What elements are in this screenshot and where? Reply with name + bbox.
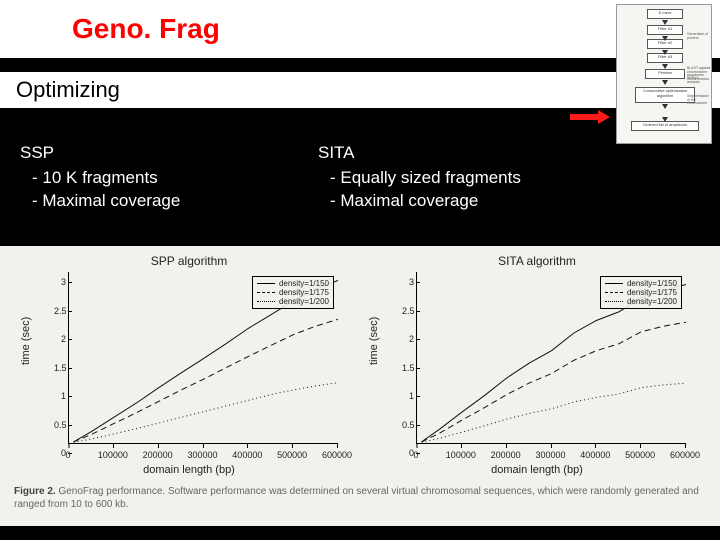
flow-side-label: REPriA analysis	[687, 77, 711, 84]
ssp-item-1: - Maximal coverage	[32, 190, 180, 213]
flow-side-label: Segmentation of the chromosome	[687, 95, 711, 106]
legend-label: density=1/150	[627, 279, 677, 288]
legend-row: density=1/175	[257, 288, 329, 297]
flow-arrow-icon	[662, 20, 668, 25]
ytick: 1.5	[402, 363, 414, 373]
sita-item-1: - Maximal coverage	[330, 190, 521, 213]
legend-row: density=1/200	[257, 297, 329, 306]
chart-sita-plot: density=1/150density=1/175density=1/200	[416, 272, 686, 444]
ssp-heading: SSP	[20, 142, 180, 165]
legend-row: density=1/175	[605, 288, 677, 297]
ytick: 2.5	[54, 306, 66, 316]
flow-arrow-icon	[662, 36, 668, 41]
ytick: 2	[402, 334, 414, 344]
legend-row: density=1/150	[605, 279, 677, 288]
legend-label: density=1/175	[627, 288, 677, 297]
flow-arrow-icon	[662, 117, 668, 122]
xtick: 400000	[232, 450, 262, 460]
page-title: Geno. Frag	[72, 13, 220, 45]
chart-spp-xlabel: domain length (bp)	[24, 464, 354, 476]
ytick: 0	[402, 448, 414, 458]
ytick: 2.5	[402, 306, 414, 316]
legend-swatch-icon	[257, 301, 275, 302]
flow-arrow-icon	[662, 104, 668, 109]
chart-line	[74, 383, 339, 443]
legend-swatch-icon	[605, 283, 623, 284]
legend-swatch-icon	[605, 292, 623, 293]
legend-label: density=1/150	[279, 279, 329, 288]
chart-spp-ylabel: time (sec)	[20, 317, 32, 365]
chart-sita: SITA algorithm time (sec) density=1/150d…	[372, 254, 702, 476]
ytick: 1	[402, 391, 414, 401]
flowchart-thumbnail: K mersFilter #1Filter #2Filter #3Primers…	[616, 4, 712, 144]
ytick: 1	[54, 391, 66, 401]
chart-line	[422, 322, 687, 442]
ytick: 0.5	[402, 420, 414, 430]
red-arrow-icon	[570, 110, 610, 124]
flow-arrow-icon	[662, 80, 668, 85]
ytick: 3	[54, 277, 66, 287]
caption-text: GenoFrag performance. Software performan…	[14, 486, 699, 510]
subtitle-bar: Optimizing	[0, 72, 720, 108]
chart-spp: SPP algorithm time (sec) density=1/150de…	[24, 254, 354, 476]
ssp-block: SSP - 10 K fragments - Maximal coverage	[20, 142, 180, 213]
xtick: 200000	[143, 450, 173, 460]
xtick: 0	[413, 450, 418, 460]
flow-side-label: Generation of primers	[687, 33, 711, 40]
legend-swatch-icon	[257, 283, 275, 284]
xtick: 400000	[580, 450, 610, 460]
ytick: 0.5	[54, 420, 66, 430]
sita-block: SITA - Equally sized fragments - Maximal…	[318, 142, 521, 213]
chart-sita-xlabel: domain length (bp)	[372, 464, 702, 476]
chart-sita-legend: density=1/150density=1/175density=1/200	[600, 276, 682, 309]
chart-spp-plot: density=1/150density=1/175density=1/200	[68, 272, 338, 444]
chart-sita-ylabel: time (sec)	[368, 317, 380, 365]
legend-label: density=1/200	[627, 297, 677, 306]
ytick: 3	[402, 277, 414, 287]
sita-item-0: - Equally sized fragments	[330, 167, 521, 190]
xtick: 300000	[187, 450, 217, 460]
flow-arrow-icon	[662, 64, 668, 69]
xtick: 0	[65, 450, 70, 460]
xtick: 600000	[670, 450, 700, 460]
flow-box: Consecutive optimization algorithm	[635, 87, 695, 103]
flow-box: Filter #1	[647, 25, 683, 35]
flow-box: Ordered list of amplicons	[631, 121, 699, 131]
title-bar: Geno. Frag	[0, 0, 720, 58]
legend-row: density=1/150	[257, 279, 329, 288]
legend-row: density=1/200	[605, 297, 677, 306]
subtitle-text: Optimizing	[16, 77, 120, 103]
legend-label: density=1/200	[279, 297, 329, 306]
chart-spp-legend: density=1/150density=1/175density=1/200	[252, 276, 334, 309]
ytick: 1.5	[54, 363, 66, 373]
legend-label: density=1/175	[279, 288, 329, 297]
xtick: 100000	[98, 450, 128, 460]
chart-line	[74, 319, 339, 442]
flow-arrow-icon	[662, 50, 668, 55]
chart-spp-title: SPP algorithm	[24, 254, 354, 268]
xtick: 500000	[625, 450, 655, 460]
legend-swatch-icon	[605, 301, 623, 302]
flow-box: K mers	[647, 9, 683, 19]
xtick: 200000	[491, 450, 521, 460]
legend-swatch-icon	[257, 292, 275, 293]
figure-panel: SPP algorithm time (sec) density=1/150de…	[0, 246, 720, 526]
ytick: 2	[54, 334, 66, 344]
chart-sita-title: SITA algorithm	[372, 254, 702, 268]
ytick: 0	[54, 448, 66, 458]
xtick: 600000	[322, 450, 352, 460]
xtick: 300000	[535, 450, 565, 460]
xtick: 100000	[446, 450, 476, 460]
caption-lead: Figure 2.	[14, 486, 56, 497]
xtick: 500000	[277, 450, 307, 460]
ssp-item-0: - 10 K fragments	[32, 167, 180, 190]
figure-caption: Figure 2. GenoFrag performance. Software…	[14, 486, 706, 511]
sita-heading: SITA	[318, 142, 521, 165]
flow-box: Primers	[645, 69, 685, 79]
